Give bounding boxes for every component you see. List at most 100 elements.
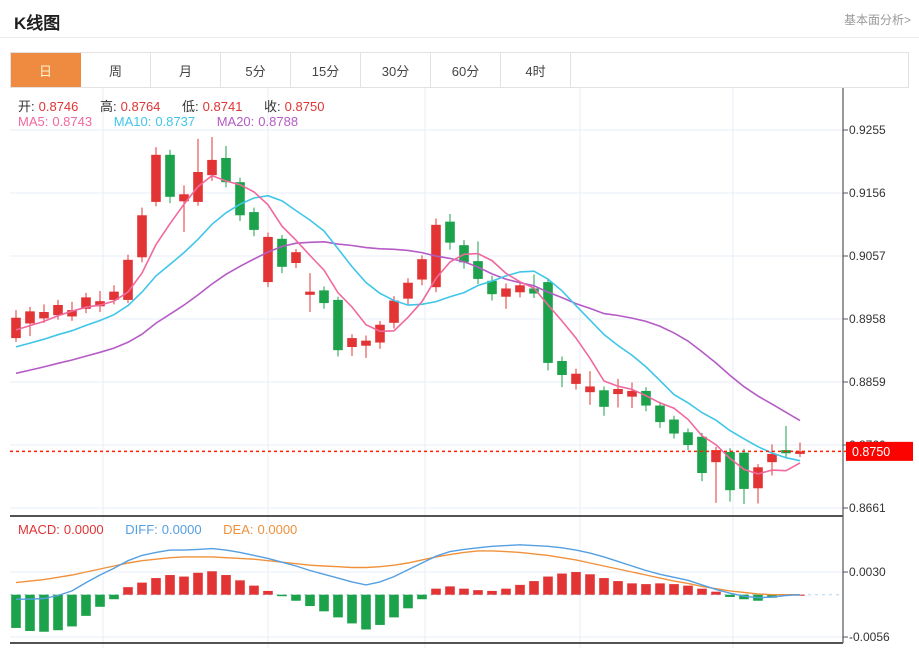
macd-hist-bar <box>39 594 49 632</box>
macd-hist-bar <box>53 594 63 631</box>
candle-body <box>515 285 525 293</box>
macd-hist-bar <box>277 594 287 597</box>
tab-60min[interactable]: 60分 <box>431 53 501 87</box>
macd-hist-bar <box>627 583 637 595</box>
ohlc-readout: 开: 0.8746 高: 0.8764 低: 0.8741 收: 0.8750 <box>18 96 328 115</box>
candle-body <box>389 300 399 323</box>
macd-hist-bar <box>291 594 301 601</box>
macd-hist-bar <box>305 594 315 607</box>
macd-hist-bar <box>95 594 105 607</box>
low-value: 0.8741 <box>202 99 243 114</box>
candle-body <box>683 432 693 446</box>
candle-body <box>207 159 217 176</box>
candle-body <box>249 212 259 230</box>
candle-body <box>767 453 777 463</box>
tab-30min[interactable]: 30分 <box>361 53 431 87</box>
tab-15min[interactable]: 15分 <box>291 53 361 87</box>
candle-body <box>361 340 371 346</box>
macd-hist-bar <box>683 585 693 595</box>
open-label: 开: <box>18 99 35 114</box>
candle-body <box>291 252 301 264</box>
interval-tabbar: 日 周 月 5分 15分 30分 60分 4时 <box>10 52 909 88</box>
macd-hist-bar <box>207 571 217 595</box>
macd-hist-bar <box>235 580 245 595</box>
macd-hist-bar <box>417 594 427 600</box>
macd-hist-bar <box>25 594 35 631</box>
candle-body <box>53 305 63 316</box>
candle-body <box>277 238 287 267</box>
ma5-value: 0.8743 <box>52 114 93 129</box>
macd-hist-bar <box>487 590 497 595</box>
macd-hist-bar <box>123 587 133 595</box>
macd-hist-bar <box>389 594 399 618</box>
macd-hist-bar <box>403 594 413 609</box>
macd-hist-bar <box>445 586 455 595</box>
candle-body <box>487 280 497 295</box>
macd-hist-bar <box>347 594 357 624</box>
macd-hist-bar <box>431 588 441 595</box>
candle-body <box>641 390 651 406</box>
macd-hist-bar <box>473 590 483 595</box>
candle-body <box>165 154 175 197</box>
macd-axis-label: 0.0030 <box>849 565 886 579</box>
macd-hist-bar <box>697 588 707 595</box>
price-axis-label: 0.9156 <box>849 186 886 200</box>
macd-hist-bar <box>557 573 567 595</box>
macd-hist-bar <box>109 594 119 600</box>
fundamental-analysis-link[interactable]: 基本面分析> <box>843 13 911 27</box>
price-axis-label: 0.9255 <box>849 123 886 137</box>
candle-body <box>501 288 511 297</box>
macd-hist-bar <box>67 594 77 627</box>
high-value: 0.8764 <box>120 99 161 114</box>
page-header: K线图 基本面分析> <box>0 0 919 38</box>
macd-hist-bar <box>599 578 609 595</box>
candle-body <box>711 450 721 463</box>
macd-hist-bar <box>767 594 777 598</box>
tabbar-filler <box>571 53 908 87</box>
candle-body <box>375 324 385 343</box>
macd-hist-bar <box>165 575 175 595</box>
macd-hist-bar <box>151 578 161 595</box>
tab-day[interactable]: 日 <box>11 53 81 87</box>
macd-hist-bar <box>249 585 259 595</box>
open-value: 0.8746 <box>38 99 79 114</box>
macd-hist-bar <box>263 590 273 595</box>
ma10-value: 0.8737 <box>155 114 196 129</box>
candle-body <box>151 154 161 202</box>
tab-5min[interactable]: 5分 <box>221 53 291 87</box>
ma5-line <box>15 174 801 475</box>
price-axis-label: 0.8958 <box>849 312 886 326</box>
candle-body <box>319 290 329 304</box>
candle-body <box>473 261 483 279</box>
candle-body <box>725 452 735 491</box>
diff-label: DIFF: <box>125 522 158 537</box>
candle-body <box>599 390 609 407</box>
ma20-value: 0.8788 <box>258 114 299 129</box>
candle-body <box>137 215 147 258</box>
macd-hist-bar <box>137 582 147 595</box>
candle-body <box>557 361 567 376</box>
macd-hist-bar <box>221 575 231 595</box>
tab-4hour[interactable]: 4时 <box>501 53 571 87</box>
macd-hist-bar <box>725 594 735 597</box>
candle-body <box>333 299 343 351</box>
macd-hist-bar <box>319 594 329 612</box>
kline-chart[interactable]: 0.92550.91560.90570.89580.88590.87600.86… <box>0 88 919 653</box>
candle-body <box>627 390 637 397</box>
macd-hist-bar <box>501 588 511 595</box>
candle-body <box>795 451 805 454</box>
candle-body <box>221 158 231 183</box>
macd-hist-bar <box>585 574 595 595</box>
tab-week[interactable]: 周 <box>81 53 151 87</box>
macd-hist-bar <box>571 572 581 595</box>
candle-body <box>613 389 623 395</box>
kline-chart-canvas[interactable]: 0.92550.91560.90570.89580.88590.87600.86… <box>0 88 919 653</box>
close-label: 收: <box>264 99 281 114</box>
price-axis-label: 0.9057 <box>849 249 886 263</box>
macd-hist-bar <box>81 594 91 616</box>
candle-body <box>417 259 427 280</box>
candle-body <box>123 259 133 300</box>
tab-month[interactable]: 月 <box>151 53 221 87</box>
ma10-label: MA10: <box>113 114 152 129</box>
current-price-badge <box>846 441 913 461</box>
